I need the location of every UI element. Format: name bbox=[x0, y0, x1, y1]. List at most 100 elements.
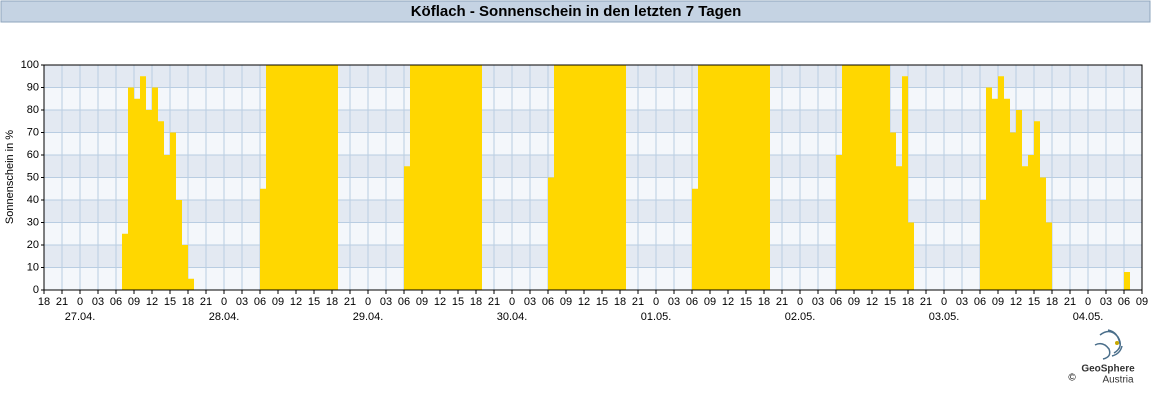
date-label: 29.04. bbox=[353, 311, 384, 323]
x-tick-label: 09 bbox=[1136, 296, 1148, 308]
bar bbox=[734, 65, 740, 290]
x-tick-label: 18 bbox=[470, 296, 482, 308]
bar bbox=[596, 65, 602, 290]
x-tick-label: 18 bbox=[614, 296, 626, 308]
x-tick-label: 15 bbox=[596, 296, 608, 308]
bar bbox=[980, 200, 986, 290]
bar bbox=[146, 110, 152, 290]
bar bbox=[614, 65, 620, 290]
bar bbox=[998, 76, 1004, 290]
bar bbox=[620, 65, 626, 290]
bar bbox=[320, 65, 326, 290]
bar bbox=[752, 65, 758, 290]
y-tick-label: 0 bbox=[33, 284, 39, 296]
bar bbox=[290, 65, 296, 290]
x-tick-label: 0 bbox=[797, 296, 803, 308]
bar bbox=[188, 278, 194, 290]
x-tick-label: 09 bbox=[416, 296, 428, 308]
bar bbox=[608, 65, 614, 290]
date-label: 30.04. bbox=[497, 311, 528, 323]
bar bbox=[884, 65, 890, 290]
bar bbox=[284, 65, 290, 290]
bar bbox=[278, 65, 284, 290]
bar bbox=[698, 65, 704, 290]
bar bbox=[1124, 272, 1130, 290]
x-tick-label: 09 bbox=[272, 296, 284, 308]
bar bbox=[704, 65, 710, 290]
bar bbox=[692, 188, 698, 290]
x-tick-label: 15 bbox=[1028, 296, 1040, 308]
bar bbox=[134, 98, 140, 290]
x-tick-label: 15 bbox=[884, 296, 896, 308]
x-tick-label: 09 bbox=[992, 296, 1004, 308]
bar bbox=[1046, 222, 1052, 290]
y-tick-label: 70 bbox=[27, 126, 39, 138]
bar bbox=[902, 76, 908, 290]
x-tick-label: 21 bbox=[200, 296, 212, 308]
bar bbox=[158, 121, 164, 290]
bar bbox=[560, 65, 566, 290]
bar bbox=[128, 87, 134, 290]
bar bbox=[1016, 110, 1022, 290]
x-tick-label: 21 bbox=[344, 296, 356, 308]
bar bbox=[428, 65, 434, 290]
x-tick-label: 06 bbox=[110, 296, 122, 308]
bar bbox=[710, 65, 716, 290]
date-label: 04.05. bbox=[1073, 311, 1104, 323]
x-tick-label: 12 bbox=[1010, 296, 1022, 308]
x-tick-label: 03 bbox=[92, 296, 104, 308]
bar bbox=[866, 65, 872, 290]
bar bbox=[602, 65, 608, 290]
bar bbox=[1034, 121, 1040, 290]
x-tick-label: 21 bbox=[920, 296, 932, 308]
bar bbox=[308, 65, 314, 290]
bar bbox=[716, 65, 722, 290]
bar bbox=[740, 65, 746, 290]
x-tick-label: 21 bbox=[1064, 296, 1076, 308]
bar bbox=[464, 65, 470, 290]
bar bbox=[728, 65, 734, 290]
y-tick-label: 50 bbox=[27, 171, 39, 183]
x-tick-label: 03 bbox=[668, 296, 680, 308]
x-tick-label: 03 bbox=[812, 296, 824, 308]
bar bbox=[260, 188, 266, 290]
bar bbox=[590, 65, 596, 290]
bar bbox=[986, 87, 992, 290]
x-tick-label: 18 bbox=[758, 296, 770, 308]
bar bbox=[122, 233, 128, 290]
bar bbox=[314, 65, 320, 290]
plot-frame bbox=[43, 64, 1143, 291]
bar bbox=[896, 166, 902, 290]
bar bbox=[1040, 177, 1046, 290]
x-tick-label: 21 bbox=[488, 296, 500, 308]
date-label: 02.05. bbox=[785, 311, 816, 323]
bar bbox=[410, 65, 416, 290]
bar bbox=[992, 98, 998, 290]
x-tick-label: 15 bbox=[164, 296, 176, 308]
date-label: 27.04. bbox=[65, 311, 96, 323]
x-tick-label: 0 bbox=[1085, 296, 1091, 308]
bar bbox=[872, 65, 878, 290]
bar bbox=[1022, 166, 1028, 290]
bar bbox=[848, 65, 854, 290]
x-tick-label: 09 bbox=[128, 296, 140, 308]
y-axis-label: Sonnenschein in % bbox=[4, 130, 16, 224]
x-tick-label: 03 bbox=[380, 296, 392, 308]
y-tick-label: 60 bbox=[27, 149, 39, 161]
y-tick-label: 80 bbox=[27, 104, 39, 116]
bar bbox=[764, 65, 770, 290]
x-tick-label: 21 bbox=[776, 296, 788, 308]
bar bbox=[854, 65, 860, 290]
logo-dot bbox=[1115, 341, 1119, 345]
x-tick-label: 15 bbox=[740, 296, 752, 308]
bar bbox=[578, 65, 584, 290]
bar bbox=[446, 65, 452, 290]
x-tick-label: 18 bbox=[1046, 296, 1058, 308]
bar bbox=[842, 65, 848, 290]
x-tick-label: 06 bbox=[686, 296, 698, 308]
x-tick-label: 03 bbox=[1100, 296, 1112, 308]
bar bbox=[416, 65, 422, 290]
logo bbox=[1094, 329, 1123, 360]
bar bbox=[878, 65, 884, 290]
